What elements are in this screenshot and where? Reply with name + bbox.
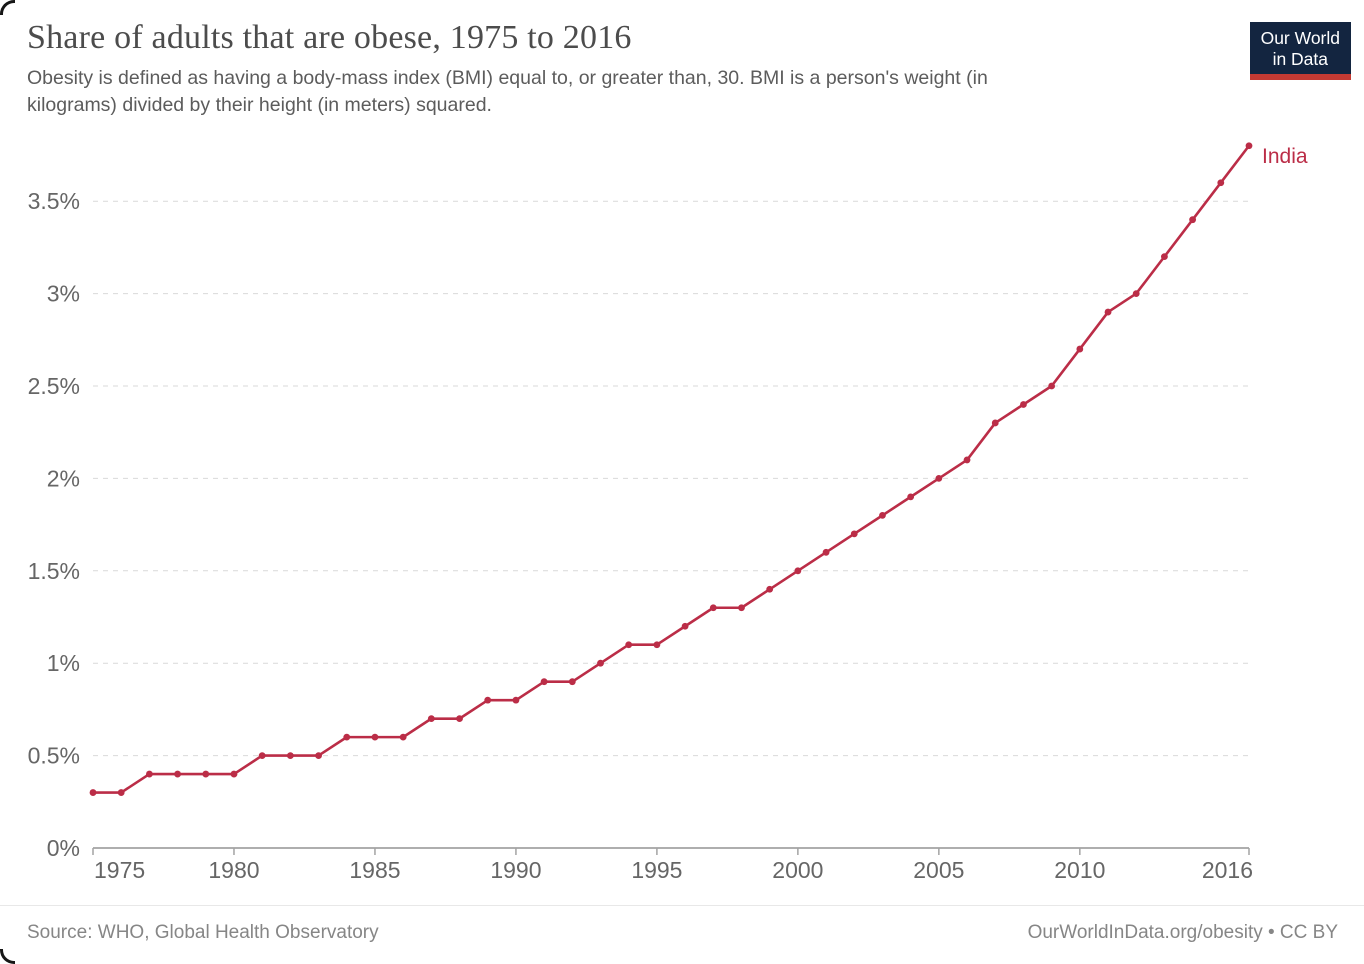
line-chart: 0% 0.5% 1% 1.5% 2% 2.5% 3% 3.5% 1975 1980 1985 1990… xyxy=(28,142,1308,883)
data-point[interactable] xyxy=(512,696,520,704)
corner-artifact-bottom-left xyxy=(0,949,15,964)
data-point[interactable] xyxy=(879,511,886,519)
data-point[interactable] xyxy=(1245,142,1253,150)
page-title: Share of adults that are obese, 1975 to … xyxy=(27,19,632,56)
x-tick-label: 1985 xyxy=(349,857,400,883)
x-tick-label: 2000 xyxy=(772,857,823,883)
data-point[interactable] xyxy=(230,770,238,778)
footer-divider xyxy=(0,905,1364,906)
data-point[interactable] xyxy=(1104,308,1112,316)
data-point[interactable] xyxy=(456,715,463,723)
data-point[interactable] xyxy=(850,530,858,538)
footer-attribution: OurWorldInData.org/obesity • CC BY xyxy=(1027,922,1338,943)
y-tick-label: 2.5% xyxy=(28,373,80,399)
data-point[interactable] xyxy=(625,641,633,649)
data-point[interactable] xyxy=(1217,179,1225,187)
data-point[interactable] xyxy=(174,770,181,778)
owid-logo-line2: in Data xyxy=(1272,49,1329,69)
data-point[interactable] xyxy=(343,733,351,741)
footer-source: Source: WHO, Global Health Observatory xyxy=(27,922,379,943)
data-point[interactable] xyxy=(1161,253,1168,261)
data-point[interactable] xyxy=(427,715,435,723)
x-tick-label: 1975 xyxy=(94,857,145,883)
data-point[interactable] xyxy=(258,752,266,759)
owid-logo-line1: Our World xyxy=(1260,28,1340,48)
trend-line xyxy=(91,144,1251,794)
y-tick-label: 1% xyxy=(47,650,80,676)
x-tick-label: 2016 xyxy=(1202,857,1253,883)
x-tick-label: 2005 xyxy=(913,857,964,883)
data-point[interactable] xyxy=(963,456,971,464)
data-point[interactable] xyxy=(991,419,999,427)
data-point[interactable] xyxy=(822,548,830,556)
data-point[interactable] xyxy=(709,604,717,612)
data-point[interactable] xyxy=(766,585,774,593)
data-point[interactable] xyxy=(653,641,661,649)
data-point[interactable] xyxy=(1076,345,1084,353)
y-tick-label: 1.5% xyxy=(28,558,80,584)
data-point[interactable] xyxy=(315,752,322,759)
data-point[interactable] xyxy=(568,678,576,686)
data-point[interactable] xyxy=(1189,216,1197,224)
data-point[interactable] xyxy=(371,733,379,741)
data-point[interactable] xyxy=(202,770,210,778)
data-point[interactable] xyxy=(794,567,802,575)
y-tick-label: 0% xyxy=(47,835,80,861)
series-end-label: India xyxy=(1262,145,1308,168)
data-point[interactable] xyxy=(1020,401,1027,408)
data-point[interactable] xyxy=(145,770,153,778)
data-point[interactable] xyxy=(597,659,604,667)
data-point[interactable] xyxy=(89,789,97,796)
owid-logo[interactable]: Our World in Data xyxy=(1249,22,1351,80)
x-tick-label: 1990 xyxy=(490,857,541,883)
y-tick-label: 2% xyxy=(47,465,80,491)
data-point[interactable] xyxy=(1048,382,1056,390)
data-point[interactable] xyxy=(117,789,125,796)
y-tick-label: 0.5% xyxy=(28,743,80,769)
data-point[interactable] xyxy=(399,733,407,741)
data-point[interactable] xyxy=(286,752,294,759)
x-tick-label: 2010 xyxy=(1054,857,1105,883)
data-point[interactable] xyxy=(484,696,492,704)
x-tick-label: 1980 xyxy=(208,857,259,883)
data-point[interactable] xyxy=(935,475,943,482)
y-tick-label: 3.5% xyxy=(28,188,80,214)
data-point[interactable] xyxy=(738,604,745,612)
page-subtitle: Obesity is defined as having a body-mass… xyxy=(27,67,988,116)
data-point[interactable] xyxy=(540,678,548,686)
data-point[interactable] xyxy=(681,622,689,630)
x-tick-label: 1995 xyxy=(631,857,682,883)
corner-artifact-top-left xyxy=(0,0,15,15)
data-point[interactable] xyxy=(1132,290,1140,297)
data-point[interactable] xyxy=(907,493,915,501)
y-tick-label: 3% xyxy=(47,281,80,307)
